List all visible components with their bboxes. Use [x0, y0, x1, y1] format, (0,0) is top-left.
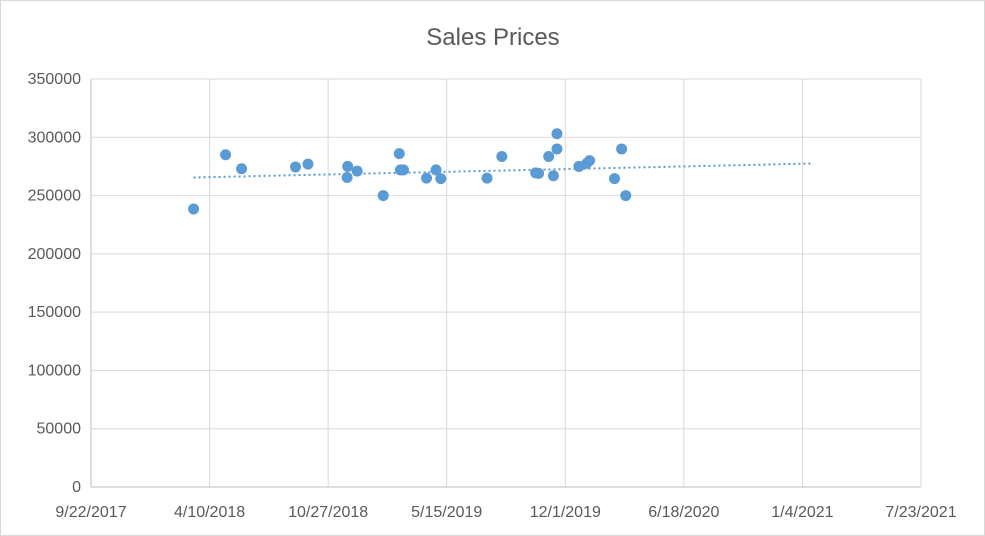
x-tick-label: 5/15/2019	[411, 504, 482, 521]
data-point	[543, 151, 555, 163]
y-tick-label: 0	[72, 479, 81, 496]
y-tick-label: 200000	[28, 246, 81, 263]
y-tick-label: 50000	[37, 421, 82, 438]
x-tick-label: 7/23/2021	[885, 504, 956, 521]
data-points	[188, 128, 632, 215]
x-tick-label: 10/27/2018	[288, 504, 368, 521]
grid	[91, 78, 922, 487]
data-point	[608, 173, 620, 185]
x-tick-label: 12/1/2019	[530, 504, 601, 521]
y-tick-label: 250000	[28, 188, 81, 205]
trendline-group	[193, 162, 813, 179]
data-point	[616, 143, 628, 155]
data-point	[421, 172, 433, 184]
data-point	[341, 172, 353, 184]
data-point	[220, 149, 232, 161]
data-point	[435, 173, 447, 185]
data-point	[302, 158, 314, 170]
chart-title: Sales Prices	[426, 24, 559, 51]
data-point	[533, 167, 545, 179]
data-point	[377, 190, 389, 202]
data-point	[342, 160, 354, 172]
y-tick-label: 300000	[28, 129, 81, 146]
data-point	[620, 190, 632, 202]
data-point	[430, 164, 442, 176]
x-tick-label: 4/10/2018	[174, 504, 245, 521]
y-tick-label: 350000	[28, 71, 81, 88]
x-tick-label: 9/22/2017	[55, 504, 126, 521]
y-tick-label: 150000	[28, 304, 81, 321]
data-point	[351, 165, 363, 177]
trendline	[193, 162, 813, 179]
data-point	[393, 148, 405, 160]
data-point	[551, 143, 563, 155]
data-point	[496, 151, 508, 163]
data-point	[236, 163, 248, 175]
data-point	[290, 161, 302, 173]
y-tick-label: 100000	[28, 362, 81, 379]
data-point	[584, 155, 596, 167]
data-point	[397, 164, 409, 176]
x-tick-label: 1/4/2021	[771, 504, 833, 521]
data-point	[551, 128, 563, 140]
data-point	[547, 170, 559, 182]
x-tick-label: 6/18/2020	[648, 504, 719, 521]
data-point	[188, 203, 200, 215]
axes: 0 50000 100000 150000 200000 250000 300000 3500…	[28, 71, 957, 521]
data-point	[481, 172, 493, 184]
